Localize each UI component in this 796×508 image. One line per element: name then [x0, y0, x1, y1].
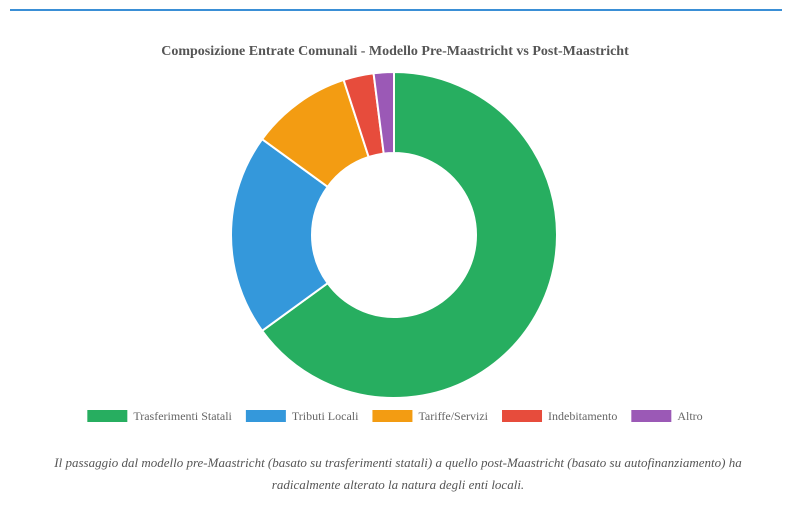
slice-tributi-locali[interactable] [230, 137, 330, 333]
top-divider [10, 9, 782, 11]
donut-slices [230, 70, 558, 399]
legend-item-altro[interactable]: Altro [631, 409, 703, 423]
legend-label: Tributi Locali [292, 409, 359, 423]
donut-chart: Composizione Entrate Comunali - Modello … [87, 44, 703, 423]
legend-label: Indebitamento [548, 409, 617, 423]
legend-label: Altro [677, 409, 702, 423]
legend-label: Tariffe/Servizi [418, 409, 488, 423]
chart-title: Composizione Entrate Comunali - Modello … [161, 44, 629, 59]
legend-swatch [372, 410, 413, 422]
legend-swatch [502, 410, 543, 422]
chart-caption: Il passaggio dal modello pre-Maastricht … [54, 455, 742, 492]
legend-label: Trasferimenti Statali [133, 409, 232, 423]
slice-trasferimenti-statali[interactable] [260, 70, 558, 399]
legend-item-indebitamento[interactable]: Indebitamento [502, 409, 617, 423]
legend-swatch [631, 410, 672, 422]
chart-legend: Trasferimenti Statali Tributi Locali Tarif… [87, 409, 703, 423]
legend-item-trasferimenti-statali[interactable]: Trasferimenti Statali [87, 409, 233, 423]
slice-altro[interactable] [372, 70, 395, 155]
legend-swatch [245, 410, 286, 422]
legend-item-tributi-locali[interactable]: Tributi Locali [245, 409, 359, 423]
legend-item-tariffe-servizi[interactable]: Tariffe/Servizi [372, 409, 489, 423]
legend-swatch [87, 410, 128, 422]
